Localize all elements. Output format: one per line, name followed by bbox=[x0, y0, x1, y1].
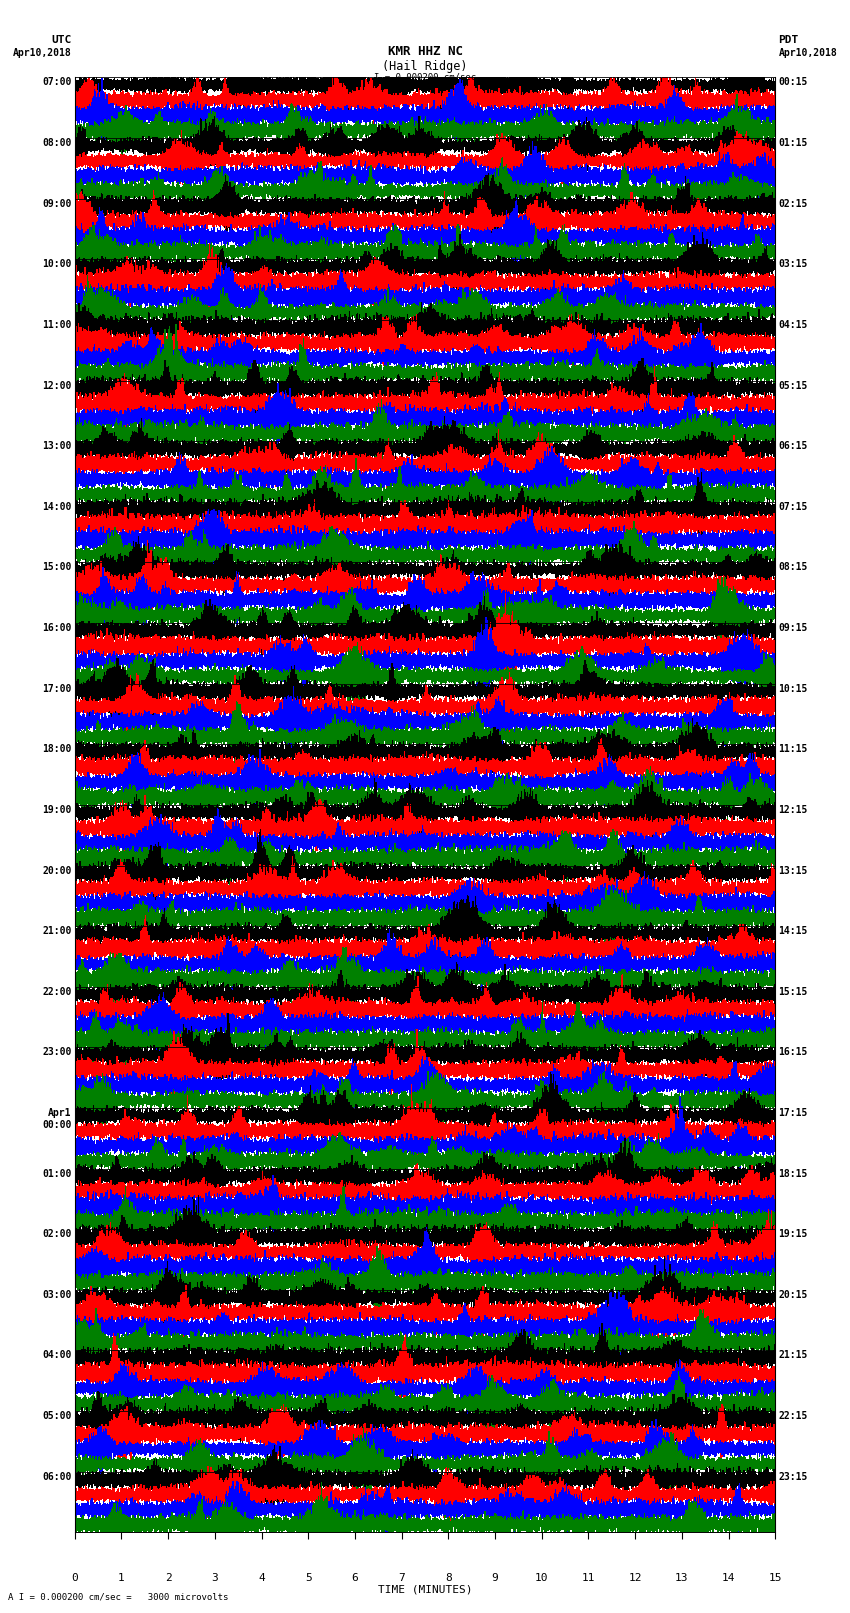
Text: 16:00: 16:00 bbox=[42, 623, 71, 632]
Text: 15:00: 15:00 bbox=[42, 563, 71, 573]
Text: 09:00: 09:00 bbox=[42, 198, 71, 208]
Text: 12:15: 12:15 bbox=[779, 805, 808, 815]
Text: KMR HHZ NC: KMR HHZ NC bbox=[388, 45, 462, 58]
Text: 04:00: 04:00 bbox=[42, 1350, 71, 1360]
Text: 22:15: 22:15 bbox=[779, 1411, 808, 1421]
Text: 04:15: 04:15 bbox=[779, 319, 808, 331]
Text: (Hail Ridge): (Hail Ridge) bbox=[382, 60, 468, 73]
Text: 03:15: 03:15 bbox=[779, 260, 808, 269]
Text: 08:15: 08:15 bbox=[779, 563, 808, 573]
Text: 03:00: 03:00 bbox=[42, 1290, 71, 1300]
Text: 00:15: 00:15 bbox=[779, 77, 808, 87]
Text: 01:00: 01:00 bbox=[42, 1168, 71, 1179]
Text: 08:00: 08:00 bbox=[42, 139, 71, 148]
Text: 19:00: 19:00 bbox=[42, 805, 71, 815]
Text: 23:00: 23:00 bbox=[42, 1047, 71, 1058]
Text: 09:15: 09:15 bbox=[779, 623, 808, 632]
Text: 21:00: 21:00 bbox=[42, 926, 71, 936]
Text: 23:15: 23:15 bbox=[779, 1471, 808, 1482]
Text: 11:15: 11:15 bbox=[779, 744, 808, 755]
Text: 14:00: 14:00 bbox=[42, 502, 71, 511]
Text: 20:00: 20:00 bbox=[42, 866, 71, 876]
Text: 02:15: 02:15 bbox=[779, 198, 808, 208]
Text: 18:00: 18:00 bbox=[42, 744, 71, 755]
Text: 10:15: 10:15 bbox=[779, 684, 808, 694]
Text: 14:15: 14:15 bbox=[779, 926, 808, 936]
Text: 17:00: 17:00 bbox=[42, 684, 71, 694]
Text: 06:00: 06:00 bbox=[42, 1471, 71, 1482]
Text: 13:15: 13:15 bbox=[779, 866, 808, 876]
Text: 10:00: 10:00 bbox=[42, 260, 71, 269]
Text: 05:15: 05:15 bbox=[779, 381, 808, 390]
Text: 16:15: 16:15 bbox=[779, 1047, 808, 1058]
Text: 07:00: 07:00 bbox=[42, 77, 71, 87]
X-axis label: TIME (MINUTES): TIME (MINUTES) bbox=[377, 1584, 473, 1594]
Text: Apr10,2018: Apr10,2018 bbox=[779, 48, 837, 58]
Text: Apr1
00:00: Apr1 00:00 bbox=[42, 1108, 71, 1129]
Text: 22:00: 22:00 bbox=[42, 987, 71, 997]
Text: 11:00: 11:00 bbox=[42, 319, 71, 331]
Text: 21:15: 21:15 bbox=[779, 1350, 808, 1360]
Text: A I = 0.000200 cm/sec =   3000 microvolts: A I = 0.000200 cm/sec = 3000 microvolts bbox=[8, 1592, 229, 1602]
Text: 06:15: 06:15 bbox=[779, 442, 808, 452]
Text: Apr10,2018: Apr10,2018 bbox=[13, 48, 71, 58]
Text: 19:15: 19:15 bbox=[779, 1229, 808, 1239]
Text: 17:15: 17:15 bbox=[779, 1108, 808, 1118]
Text: 01:15: 01:15 bbox=[779, 139, 808, 148]
Text: 20:15: 20:15 bbox=[779, 1290, 808, 1300]
Text: 12:00: 12:00 bbox=[42, 381, 71, 390]
Text: I = 0.000200 cm/sec: I = 0.000200 cm/sec bbox=[374, 73, 476, 82]
Text: 02:00: 02:00 bbox=[42, 1229, 71, 1239]
Text: PDT: PDT bbox=[779, 35, 799, 45]
Text: 15:15: 15:15 bbox=[779, 987, 808, 997]
Text: UTC: UTC bbox=[51, 35, 71, 45]
Text: 18:15: 18:15 bbox=[779, 1168, 808, 1179]
Text: 07:15: 07:15 bbox=[779, 502, 808, 511]
Text: 13:00: 13:00 bbox=[42, 442, 71, 452]
Text: 05:00: 05:00 bbox=[42, 1411, 71, 1421]
